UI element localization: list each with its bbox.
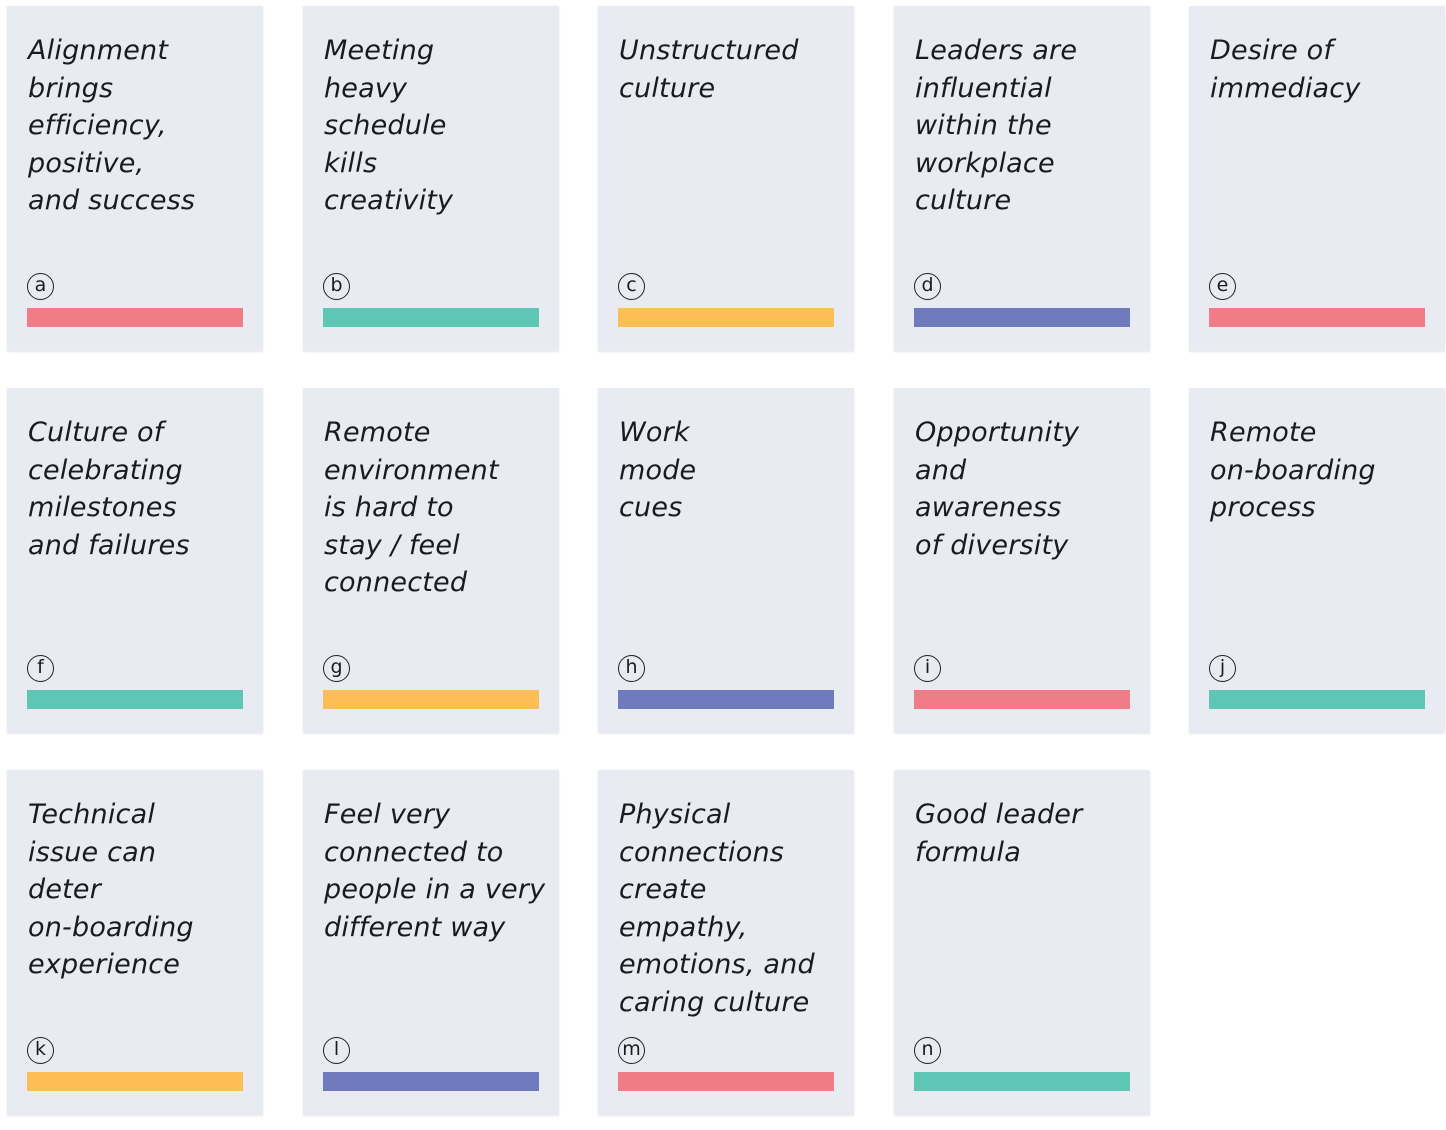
- card-letter-badge: i: [914, 655, 941, 682]
- card-n: Good leader formula n: [894, 770, 1150, 1115]
- card-letter-badge: c: [618, 273, 645, 300]
- card-color-bar: [323, 690, 539, 709]
- card-text: Alignment brings efficiency, positive, a…: [28, 35, 196, 216]
- card-letter-badge: f: [27, 655, 54, 682]
- card-letter-badge: b: [323, 273, 350, 300]
- card-letter-badge: a: [27, 273, 54, 300]
- card-letter-badge: l: [323, 1037, 350, 1064]
- card-letter-badge: h: [618, 655, 645, 682]
- card-h: Work mode cues h: [598, 388, 854, 733]
- card-color-bar: [27, 308, 243, 327]
- card-g: Remote environment is hard to stay / fee…: [303, 388, 559, 733]
- card-letter-badge: k: [27, 1037, 54, 1064]
- card-color-bar: [914, 1072, 1130, 1091]
- card-color-bar: [1209, 308, 1425, 327]
- card-k: Technical issue can deter on-boarding ex…: [7, 770, 263, 1115]
- card-text: Work mode cues: [619, 417, 697, 523]
- card-letter-badge: j: [1209, 655, 1236, 682]
- card-text: Leaders are influential within the workp…: [915, 35, 1078, 216]
- card-text: Remote environment is hard to stay / fee…: [324, 417, 499, 598]
- card-color-bar: [914, 308, 1130, 327]
- card-color-bar: [618, 308, 834, 327]
- card-b: Meeting heavy schedule kills creativity …: [303, 6, 559, 351]
- card-color-bar: [27, 1072, 243, 1091]
- card-letter-badge: g: [323, 655, 350, 682]
- card-color-bar: [618, 1072, 834, 1091]
- card-e: Desire of immediacy e: [1189, 6, 1445, 351]
- card-j: Remote on-boarding process j: [1189, 388, 1445, 733]
- card-text: Desire of immediacy: [1210, 35, 1361, 104]
- card-letter-badge: e: [1209, 273, 1236, 300]
- card-color-bar: [914, 690, 1130, 709]
- card-letter-badge: m: [618, 1037, 645, 1064]
- card-letter-badge: d: [914, 273, 941, 300]
- card-text: Feel very connected to people in a very …: [324, 799, 546, 943]
- card-d: Leaders are influential within the workp…: [894, 6, 1150, 351]
- card-text: Meeting heavy schedule kills creativity: [324, 35, 454, 216]
- card-text: Unstructured culture: [619, 35, 799, 104]
- card-text: Good leader formula: [915, 799, 1083, 868]
- card-text: Physical connections create empathy, emo…: [619, 799, 815, 1018]
- card-text: Technical issue can deter on-boarding ex…: [28, 799, 194, 980]
- card-text: Culture of celebrating milestones and fa…: [28, 417, 190, 561]
- card-color-bar: [618, 690, 834, 709]
- card-color-bar: [1209, 690, 1425, 709]
- card-text: Opportunity and awareness of diversity: [915, 417, 1080, 561]
- card-l: Feel very connected to people in a very …: [303, 770, 559, 1115]
- card-color-bar: [323, 1072, 539, 1091]
- card-color-bar: [27, 690, 243, 709]
- card-text: Remote on-boarding process: [1210, 417, 1376, 523]
- card-c: Unstructured culture c: [598, 6, 854, 351]
- card-i: Opportunity and awareness of diversity i: [894, 388, 1150, 733]
- card-f: Culture of celebrating milestones and fa…: [7, 388, 263, 733]
- card-m: Physical connections create empathy, emo…: [598, 770, 854, 1115]
- card-a: Alignment brings efficiency, positive, a…: [7, 6, 263, 351]
- card-color-bar: [323, 308, 539, 327]
- card-letter-badge: n: [914, 1037, 941, 1064]
